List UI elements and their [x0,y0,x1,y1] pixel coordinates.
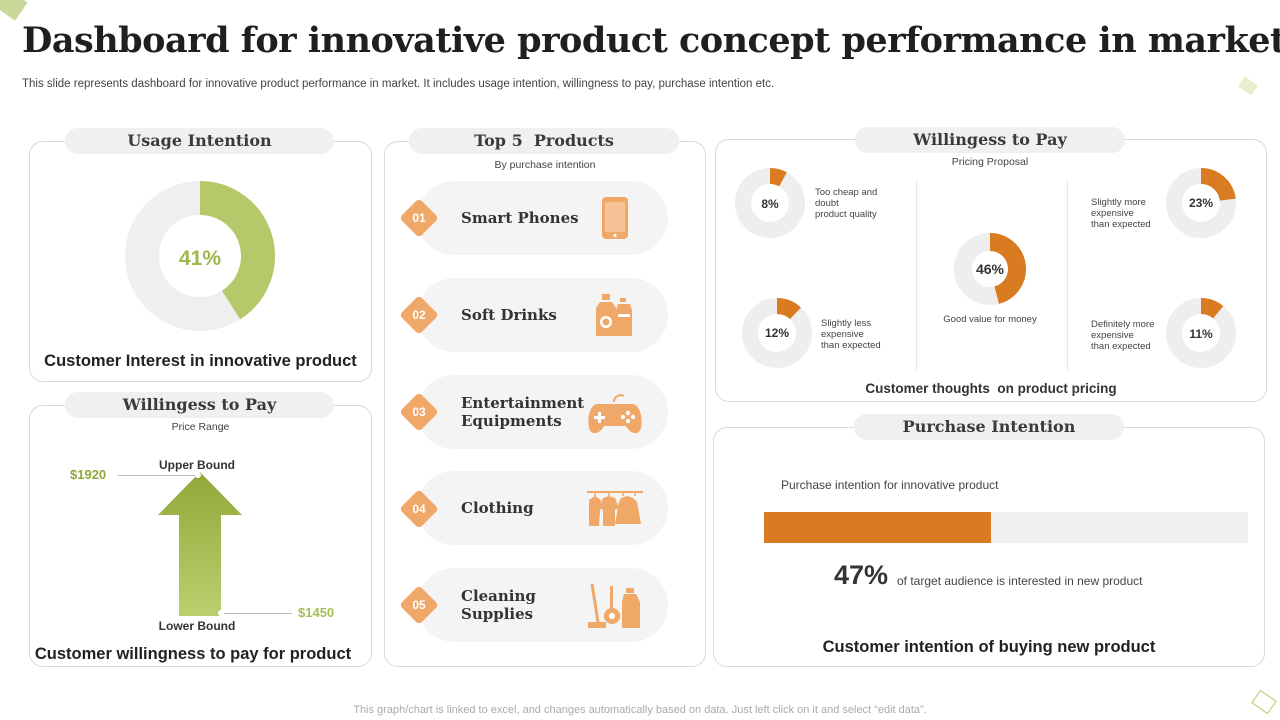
pricing-donut [954,233,1026,305]
product-name: Soft Drinks [461,306,557,324]
product-number: 02 [412,308,426,322]
gamepad-icon [588,394,642,434]
lower-bound-label: Lower Bound [158,619,236,633]
corner-decoration [0,0,28,21]
product-name-line2: Supplies [461,605,534,623]
purchase-bar-fill [764,512,992,543]
purchase-bar-track [764,512,1248,543]
product-name: Clothing [461,499,534,517]
price-range-subtitle: Price Range [171,421,230,433]
usage-intention-caption: Customer Interest in innovative product [44,352,357,370]
corner-decoration [1238,76,1258,96]
price-range-header: Willingess to Pay [65,392,334,418]
usage-intention-header: Usage Intention [65,128,334,154]
upper-bound-line [118,475,198,476]
purchase-intention-card [713,427,1265,667]
product-name-line2: Equipments [461,412,562,430]
product-number: 04 [412,502,426,516]
top-products-subtitle: By purchase intention [494,159,596,171]
pricing-donut-label: 11% [1189,327,1213,341]
pricing-proposal-header: Willingess to Pay [855,127,1125,153]
pricing-donut [735,168,805,238]
pricing-donut-desc: Good value for money [943,314,1037,325]
pricing-donut [1166,298,1236,368]
pricing-donut-label: 23% [1188,196,1214,210]
price-range-arrow [158,472,242,616]
lower-bound-line [222,613,292,614]
usage-donut-arc [199,181,275,320]
product-number: 05 [412,598,426,612]
upper-bound-value: $1920 [70,467,107,482]
pricing-donuts [735,168,1236,368]
upper-bound-label: Upper Bound [159,458,235,472]
purchase-percent: 47% [834,560,889,590]
purchase-percent-desc: of target audience is interested in new … [897,574,1143,588]
pricing-donut-label: 12% [764,326,790,340]
pricing-proposal-caption: Customer thoughts on product pricing [865,381,1117,396]
pricing-proposal-subtitle: Pricing Proposal [951,156,1029,168]
page-subtitle: This slide represents dashboard for inno… [22,78,775,90]
top-products-header: Top 5 Products [409,128,679,154]
purchase-intention-caption: Customer intention of buying new product [822,638,1156,656]
product-name-line1: Cleaning [461,587,536,605]
product-name: Smart Phones [461,209,579,227]
cleaning-supplies-icon [588,583,640,628]
price-range-caption: Customer willingness to pay for product [34,645,352,663]
pricing-divider [1067,180,1068,370]
clothing-icon [587,491,643,526]
pricing-divider [916,180,917,370]
pricing-donut [1166,168,1236,238]
pricing-donut-label: 8% [761,197,779,211]
product-number: 03 [412,405,426,419]
usage-intention-percent: 41% [178,247,222,270]
page-title: Dashboard for innovative product concept… [22,20,1280,61]
usage-intention-donut [125,181,275,331]
pricing-donut-desc: Definitely more expensive than expected [1091,319,1155,352]
upper-bound-dot [195,472,201,478]
pricing-donut-desc: Slightly more expensive than expected [1091,197,1151,230]
purchase-intention-header: Purchase Intention [854,414,1124,440]
soft-drinks-icon [596,294,632,336]
pricing-donut [742,298,812,368]
product-name-line1: Entertainment [461,394,585,412]
smartphone-icon [602,197,628,239]
pricing-donut-desc: Slightly less expensive than expected [821,318,881,351]
pricing-donut-label: 46% [975,261,1005,277]
lower-bound-value: $1450 [298,605,335,620]
footer-note: This graph/chart is linked to excel, and… [353,704,927,716]
purchase-bar-label: Purchase intention for innovative produc… [781,478,999,492]
product-number: 01 [412,211,426,225]
pricing-donut-desc: Too cheap and doubt product quality [815,187,878,220]
lower-bound-dot [218,610,224,616]
